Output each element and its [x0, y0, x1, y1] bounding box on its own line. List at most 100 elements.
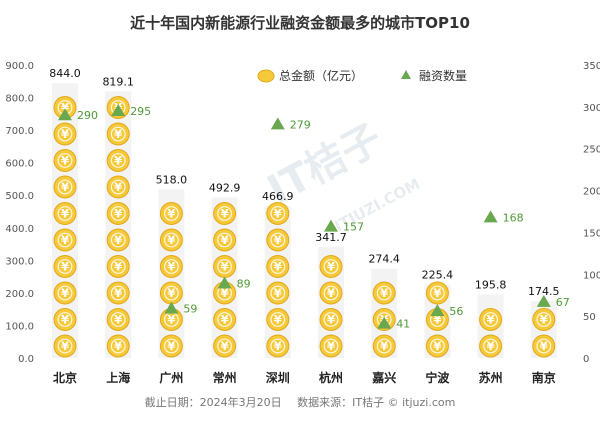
coin-symbol: ¥ — [167, 260, 175, 274]
coin-face — [319, 308, 343, 331]
triangle-icon — [111, 104, 126, 117]
coin-symbol: ¥ — [433, 313, 441, 327]
coin-icon: ¥ — [106, 202, 130, 225]
coin-face — [106, 281, 130, 305]
coin-icon: ¥ — [106, 228, 130, 252]
category-label: 广州 — [159, 370, 183, 385]
amount-label: 274.4 — [368, 253, 400, 266]
count-label: 41 — [396, 318, 410, 331]
left-tick-label: 400.0 — [5, 224, 34, 235]
right-tick-label: 350 — [583, 61, 600, 72]
coin-symbol: ¥ — [540, 313, 548, 327]
coin-symbol: ¥ — [540, 339, 548, 353]
coin-symbol: ¥ — [167, 207, 175, 221]
amount-label: 518.0 — [156, 173, 188, 186]
right-axis: 0 50 100 150 200 250 300 350 — [583, 61, 600, 365]
coin-face — [53, 122, 77, 146]
coin-icon: ¥ — [372, 281, 396, 305]
coin-face — [266, 202, 290, 225]
coin-ring — [57, 232, 73, 248]
count-label: 279 — [290, 118, 311, 131]
legend-label-count: 融资数量 — [419, 68, 467, 83]
coin-symbol: ¥ — [221, 339, 229, 353]
coin-icon: ¥ — [319, 281, 343, 305]
coin-symbol: ¥ — [327, 313, 335, 327]
count-marker-8: 56 — [430, 304, 463, 318]
coin-symbol: ¥ — [114, 180, 122, 194]
coin-symbol: ¥ — [221, 286, 229, 300]
coin-symbol: ¥ — [114, 127, 122, 141]
coin-face — [53, 175, 77, 199]
left-tick-label: 500.0 — [5, 191, 34, 202]
coin-symbol: ¥ — [327, 260, 335, 274]
coin-icon: ¥ — [266, 255, 290, 278]
coin-symbol: ¥ — [433, 339, 441, 353]
coin-face — [106, 122, 130, 146]
coin-icon: ¥ — [425, 281, 449, 305]
coin-face — [479, 334, 503, 358]
coin-ring — [110, 179, 126, 195]
coin-icon: ¥ — [106, 308, 130, 331]
coin-ring — [110, 232, 126, 248]
coin-face — [159, 255, 183, 278]
bar-9: ¥ ¥195.8 — [475, 278, 506, 358]
left-tick-label: 700.0 — [5, 126, 34, 137]
count-marker-7: 41 — [377, 316, 410, 331]
coin-ring — [536, 338, 552, 354]
coin-symbol: ¥ — [221, 260, 229, 274]
amount-label: 174.5 — [528, 285, 560, 298]
legend: 总金额（亿元） 融资数量 — [257, 68, 467, 83]
coin-symbol: ¥ — [114, 260, 122, 274]
category-label: 杭州 — [319, 370, 343, 385]
coin-face — [106, 175, 130, 199]
coin-icon: ¥ — [53, 228, 77, 252]
coin-icon: ¥ — [266, 202, 290, 225]
count-label: 56 — [449, 305, 463, 318]
coin-ring — [110, 153, 126, 168]
coin-symbol: ¥ — [61, 154, 69, 168]
left-tick-label: 900.0 — [5, 61, 34, 72]
coin-icon: ¥ — [159, 202, 183, 225]
triangle-icon — [324, 219, 338, 232]
coin-ring — [270, 232, 286, 248]
count-label: 290 — [77, 109, 98, 122]
bar-4: ¥ ¥ ¥ ¥ ¥ ¥492.9 — [209, 182, 240, 358]
coin-face — [319, 255, 343, 278]
coin-face — [106, 202, 130, 225]
coin-icon: ¥ — [319, 308, 343, 331]
right-tick-label: 0 — [583, 354, 589, 365]
coin-ring — [217, 338, 233, 354]
coin-face — [319, 334, 343, 358]
coin-face — [106, 308, 130, 331]
coin-face — [266, 281, 290, 305]
amount-label: 466.9 — [262, 190, 294, 203]
coin-symbol: ¥ — [61, 286, 69, 300]
coin-face — [266, 228, 290, 252]
coin-ring — [163, 259, 179, 274]
count-marker-10: 67 — [536, 294, 570, 309]
amount-label: 225.4 — [422, 269, 454, 282]
coin-icon: ¥ — [159, 334, 183, 358]
category-label: 宁波 — [425, 370, 450, 385]
coin-ring — [376, 338, 392, 354]
category-label: 南京 — [532, 370, 556, 385]
coin-symbol: ¥ — [433, 286, 441, 300]
coin-ring — [270, 259, 286, 274]
coin-ring — [536, 312, 552, 327]
coin-icon: ¥ — [159, 228, 183, 252]
left-tick-label: 300.0 — [5, 256, 34, 267]
coin-face — [53, 255, 77, 278]
right-tick-label: 300 — [583, 103, 600, 114]
coin-ring — [57, 259, 73, 274]
coin-ring — [429, 285, 445, 301]
coin-face — [479, 308, 503, 331]
coin-symbol: ¥ — [114, 154, 122, 168]
coin-ring — [323, 259, 339, 274]
coin-face — [213, 228, 237, 252]
count-marker-1: 290 — [58, 108, 98, 122]
coin-symbol: ¥ — [221, 207, 229, 221]
legend-item-amount: 总金额（亿元） — [257, 68, 363, 83]
coin-symbol: ¥ — [61, 233, 69, 247]
coin-icon: ¥ — [159, 281, 183, 305]
